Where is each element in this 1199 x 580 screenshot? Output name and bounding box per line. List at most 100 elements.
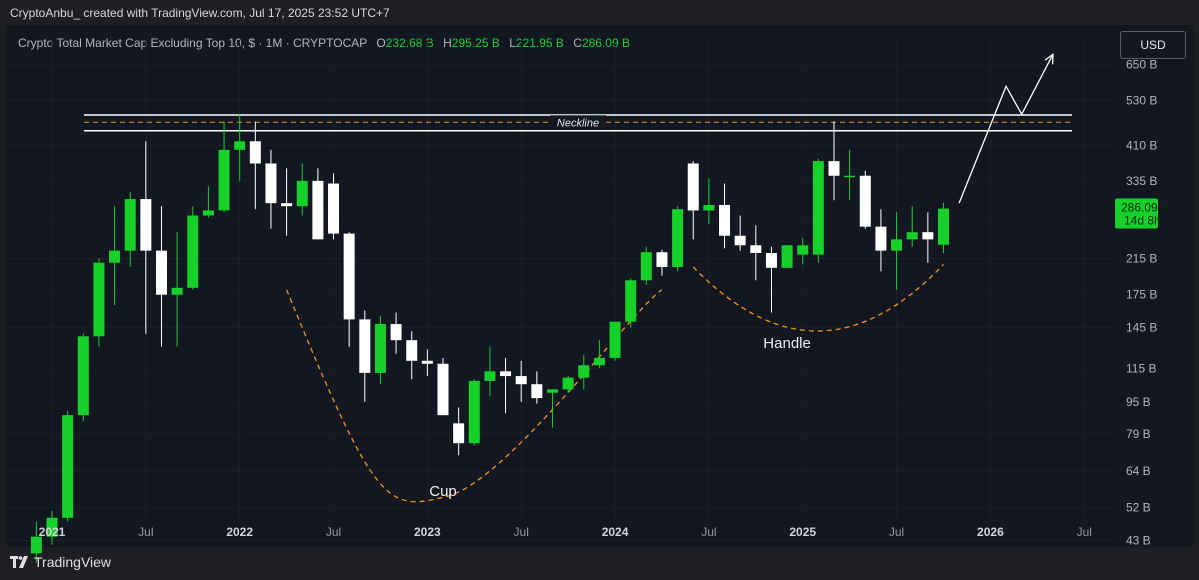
candle-body <box>124 199 136 251</box>
candle-body <box>187 215 199 288</box>
candle-body <box>656 252 668 267</box>
candle-body <box>625 280 637 322</box>
candle-body <box>750 245 762 254</box>
candle-body <box>312 180 324 240</box>
candle-body <box>249 141 261 164</box>
candle-body <box>531 384 543 399</box>
candle-body <box>421 360 433 364</box>
candle-body <box>828 161 840 176</box>
candle-body <box>171 287 183 295</box>
x-tick-label: 2026 <box>977 525 1004 539</box>
x-tick-label: Jul <box>701 525 716 539</box>
low-label: L <box>509 36 516 50</box>
projection-path <box>958 53 1054 204</box>
x-tick-label: 2024 <box>602 525 629 539</box>
candle-body <box>46 517 58 537</box>
y-tick-label: 145 B <box>1126 321 1157 335</box>
candle-body <box>155 250 167 295</box>
candle-body <box>140 199 152 251</box>
x-tick-label: Jul <box>326 525 341 539</box>
candle-body <box>296 180 308 207</box>
candle-body <box>891 239 903 251</box>
candle-body <box>734 235 746 246</box>
candle-body <box>62 415 74 518</box>
y-tick-label: 215 B <box>1126 252 1157 266</box>
last-price-label: 286.09 B <box>1121 201 1169 215</box>
y-tick-label: 530 B <box>1126 94 1157 108</box>
candle-body <box>500 371 512 377</box>
open-label: O <box>376 36 386 50</box>
neckline-label: Neckline <box>557 117 599 129</box>
candle-body <box>640 252 652 281</box>
candle-body <box>218 149 230 211</box>
candle-body <box>453 423 465 444</box>
symbol-legend: Crypto Total Market Cap Excluding Top 10… <box>18 36 630 50</box>
x-tick-label: Jul <box>138 525 153 539</box>
candle-body <box>781 245 793 268</box>
candle-body <box>281 203 293 207</box>
y-tick-label: 64 B <box>1126 464 1151 478</box>
candle-body <box>875 226 887 251</box>
close-value: 286.09 B <box>581 36 630 50</box>
y-tick-label: 115 B <box>1126 361 1156 375</box>
candle-body <box>859 175 871 227</box>
countdown-label: 14d 8h <box>1124 214 1161 228</box>
candle-body <box>797 245 809 255</box>
candle-body <box>406 340 418 361</box>
candle-body <box>374 324 386 373</box>
currency-button[interactable]: USD <box>1120 31 1186 59</box>
x-tick-label: 2025 <box>789 525 816 539</box>
candle-body <box>703 204 715 211</box>
candle-body <box>578 365 590 378</box>
cup-label: Cup <box>429 483 457 500</box>
candle-body <box>765 253 777 268</box>
tradingview-logo-icon <box>10 556 28 568</box>
candle-body <box>93 262 105 337</box>
high-label: H <box>443 36 452 50</box>
candle-body <box>484 371 496 381</box>
candle-body <box>719 204 731 236</box>
close-label: C <box>573 36 582 50</box>
handle-curve <box>692 263 944 332</box>
candle-body <box>468 380 480 444</box>
x-tick-label: Jul <box>1077 525 1092 539</box>
y-tick-label: 335 B <box>1126 174 1157 188</box>
candle-body <box>265 163 277 204</box>
y-tick-label: 95 B <box>1126 395 1151 409</box>
last-price-tag <box>1115 198 1158 229</box>
candle-body <box>609 321 621 358</box>
x-tick-label: 2021 <box>39 525 66 539</box>
candle-body <box>562 377 574 390</box>
candle-body <box>359 319 371 373</box>
open-value: 232.68 B <box>385 36 434 50</box>
candle-body <box>437 363 449 416</box>
candle-body <box>844 175 856 178</box>
y-tick-label: 175 B <box>1126 288 1157 302</box>
candle-body <box>234 141 246 150</box>
candle-body <box>515 376 527 385</box>
projection-arrowhead <box>1044 52 1054 65</box>
symbol-name: Crypto Total Market Cap Excluding Top 10… <box>18 36 368 50</box>
y-tick-label: 650 B <box>1126 58 1157 72</box>
x-tick-label: 2023 <box>414 525 441 539</box>
x-tick-label: 2022 <box>226 525 253 539</box>
candle-body <box>812 161 824 255</box>
candle-body <box>906 232 918 240</box>
neckline-label-bg <box>550 115 606 130</box>
candle-body <box>30 536 42 554</box>
candle-body <box>593 357 605 366</box>
tradingview-brand: TradingView <box>34 554 112 570</box>
tradingview-footer: TradingView <box>10 554 111 570</box>
x-tick-label: Jul <box>889 525 904 539</box>
chart-header: CryptoAnbu_ created with TradingView.com… <box>10 6 390 20</box>
y-tick-label: 79 B <box>1126 427 1151 441</box>
candle-body <box>202 210 214 216</box>
candle-body <box>672 209 684 267</box>
candle-body <box>922 232 934 240</box>
y-tick-label: 43 B <box>1126 534 1151 548</box>
x-tick-label: Jul <box>514 525 529 539</box>
handle-label: Handle <box>763 335 811 352</box>
candle-body <box>546 389 558 393</box>
candle-body <box>687 163 699 211</box>
